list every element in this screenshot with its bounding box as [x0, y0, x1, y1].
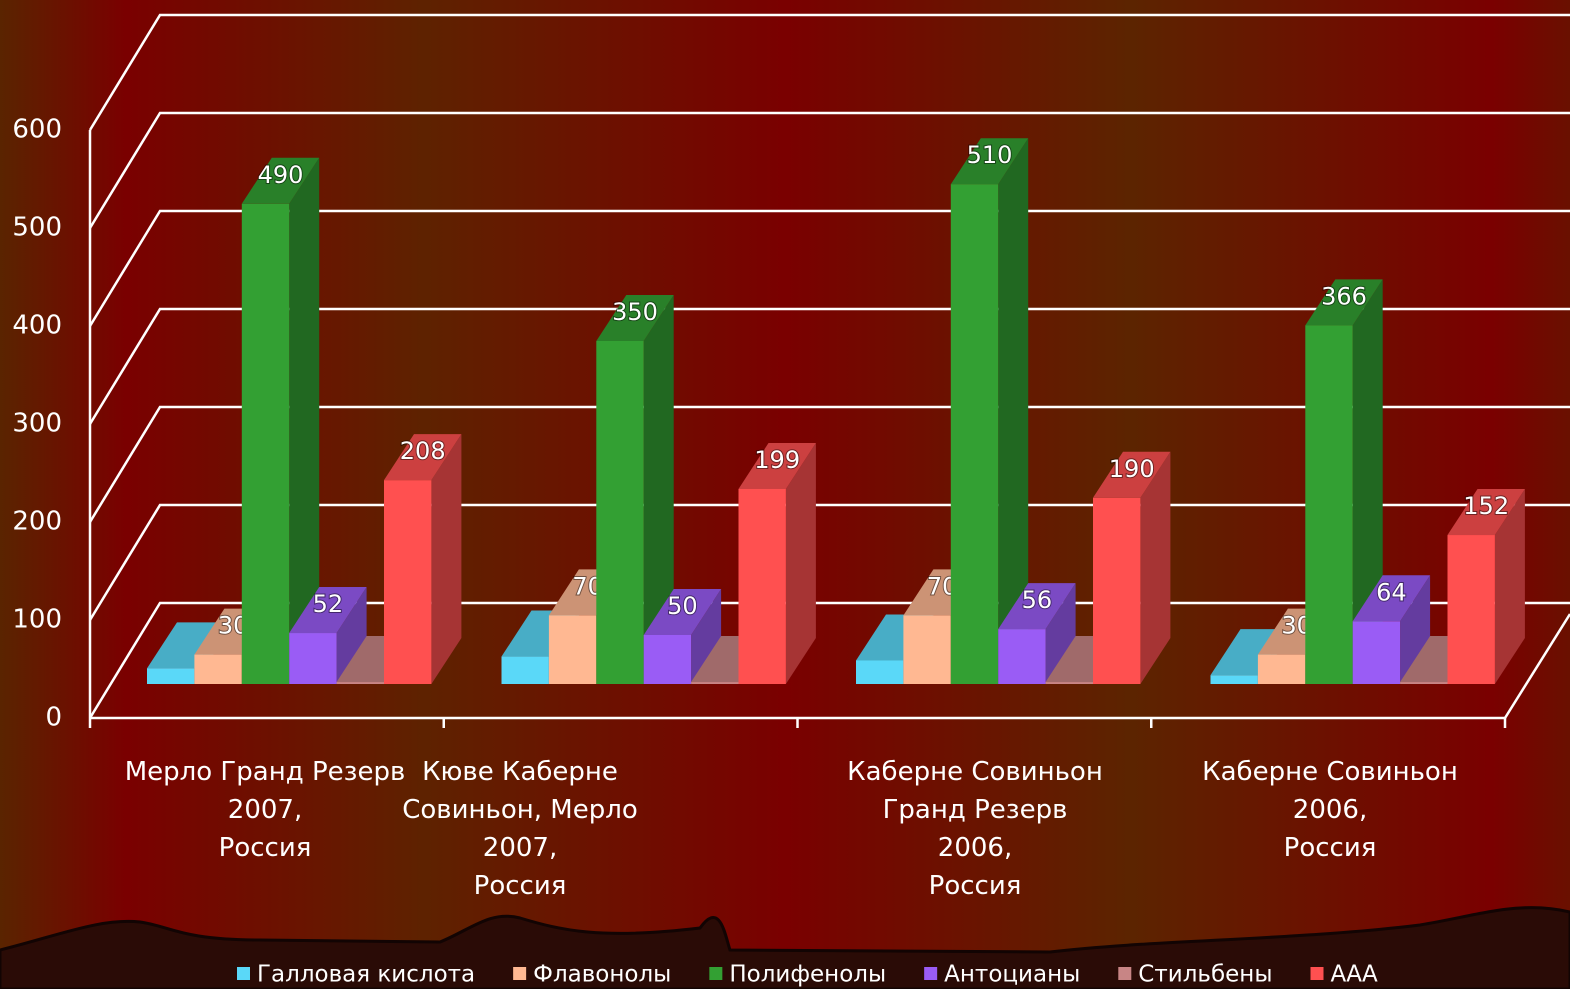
- bar: [856, 660, 904, 684]
- data-label: 56: [1022, 586, 1053, 614]
- bar-top: [998, 583, 1076, 630]
- data-label: 199: [754, 446, 800, 474]
- bar-side: [289, 157, 320, 685]
- bar-top: [289, 587, 367, 634]
- bar: [194, 654, 242, 684]
- data-label: 208: [400, 437, 446, 465]
- legend-label: Антоцианы: [944, 962, 1080, 988]
- bar-top: [147, 622, 225, 669]
- bar: [643, 635, 692, 684]
- bar-top: [596, 295, 674, 341]
- bar: [1400, 682, 1448, 684]
- bar: [384, 480, 432, 684]
- bar: [548, 615, 597, 684]
- bottom-band: [0, 906, 1570, 991]
- bar-side: [1352, 279, 1383, 684]
- bar-top: [1447, 489, 1525, 536]
- data-label: 190: [1109, 455, 1155, 483]
- bar-side: [431, 434, 462, 684]
- x-tick-label: Кюве Каберне Совиньон, Мерло 2007, Россия: [402, 757, 638, 901]
- legend-swatch: [237, 967, 250, 980]
- data-label: 490: [258, 161, 304, 189]
- data-label: 350: [612, 298, 658, 326]
- bar-side: [1400, 575, 1431, 684]
- bar-top: [1093, 451, 1171, 498]
- bar: [1447, 535, 1495, 684]
- bar-side: [785, 442, 816, 684]
- legend-label: Стильбены: [1138, 962, 1272, 988]
- legend-label: Галловая кислота: [257, 962, 475, 988]
- bar: [1210, 675, 1258, 684]
- bar: [691, 682, 739, 684]
- bar-side: [643, 295, 674, 684]
- bar-top: [241, 157, 320, 204]
- bar: [738, 488, 786, 684]
- bar: [501, 656, 549, 684]
- bar: [336, 682, 384, 684]
- data-label: 50: [667, 592, 698, 620]
- bar: [998, 629, 1046, 684]
- y-tick-label: 300: [12, 409, 62, 439]
- bar-top: [950, 138, 1029, 185]
- legend-swatch: [1310, 967, 1324, 980]
- legend-label: Полифенолы: [729, 962, 886, 988]
- bar: [1045, 682, 1093, 684]
- bar: [1093, 497, 1141, 684]
- legend-label: Флавонолы: [533, 962, 671, 988]
- bar-side: [1045, 583, 1076, 684]
- data-label: 64: [1376, 578, 1407, 606]
- data-label: 152: [1463, 492, 1509, 520]
- y-tick-label: 600: [12, 115, 62, 145]
- data-label: 366: [1321, 282, 1367, 310]
- grid-line: [88, 13, 1570, 131]
- bar: [1305, 325, 1353, 684]
- y-tick-label: 500: [12, 213, 62, 243]
- legend-swatch: [513, 967, 527, 980]
- bar-side: [1140, 451, 1171, 684]
- data-label: 52: [313, 590, 344, 618]
- grid-line: [88, 307, 1570, 425]
- x-tick-label: Мерло Гранд Резерв 2007, Россия: [125, 757, 406, 863]
- bar-top: [1352, 575, 1431, 622]
- grid-line: [88, 405, 1570, 523]
- legend-swatch: [924, 967, 938, 980]
- bar: [1352, 621, 1401, 684]
- bar: [1257, 654, 1306, 684]
- legend-swatch: [709, 967, 723, 980]
- bar: [903, 615, 951, 684]
- bar-top: [1305, 279, 1383, 326]
- y-tick-label: 0: [45, 703, 62, 733]
- x-tick-label: Каберне Совиньон 2006, Россия: [1202, 757, 1458, 863]
- bar-top: [643, 589, 722, 635]
- legend-swatch: [1118, 967, 1132, 980]
- bar-side: [336, 587, 367, 684]
- data-label: 510: [967, 141, 1013, 169]
- bar-top: [738, 442, 816, 489]
- bar: [241, 203, 290, 685]
- bar-side: [691, 589, 722, 684]
- bar: [147, 668, 195, 684]
- y-tick-label: 100: [12, 605, 62, 635]
- y-tick-label: 200: [12, 507, 62, 537]
- bar-side: [998, 138, 1029, 684]
- bar: [596, 341, 644, 684]
- bar-side: [1494, 489, 1525, 684]
- y-tick-label: 400: [12, 311, 62, 341]
- grid-line: [88, 111, 1570, 229]
- bar-top: [384, 434, 462, 481]
- x-tick-label: Каберне Совиньон Гранд Резерв 2006, Россия: [847, 757, 1103, 901]
- bar: [950, 184, 999, 684]
- grid-line: [88, 209, 1570, 327]
- legend-label: ААА: [1331, 962, 1378, 988]
- bar: [289, 633, 337, 684]
